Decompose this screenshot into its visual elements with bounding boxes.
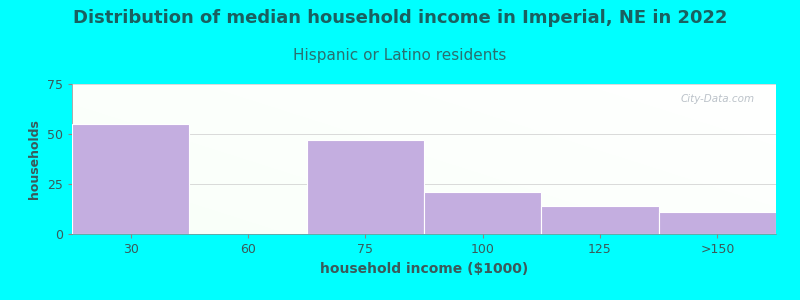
Bar	[424, 192, 542, 234]
Bar	[542, 206, 658, 234]
Bar	[658, 212, 776, 234]
Bar	[306, 140, 424, 234]
Text: Hispanic or Latino residents: Hispanic or Latino residents	[294, 48, 506, 63]
Text: City-Data.com: City-Data.com	[681, 94, 755, 104]
X-axis label: household income ($1000): household income ($1000)	[320, 262, 528, 276]
Text: Distribution of median household income in Imperial, NE in 2022: Distribution of median household income …	[73, 9, 727, 27]
Y-axis label: households: households	[29, 119, 42, 199]
Bar	[72, 124, 190, 234]
